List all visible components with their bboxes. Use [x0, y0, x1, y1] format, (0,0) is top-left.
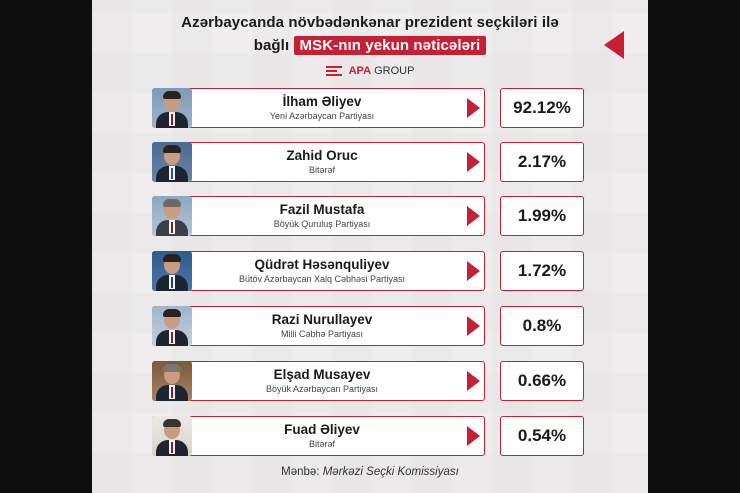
source-value: Mərkəzi Seçki Komissiyası: [322, 466, 459, 478]
candidate-photo: [152, 416, 192, 456]
results-card: Azərbaycanda növbədənkənar prezident seç…: [92, 0, 648, 493]
candidate-party: Böyük Quruluş Partiyası: [273, 219, 371, 229]
candidate-percent: 92.12%: [500, 88, 584, 128]
candidate-name-box: Zahid Oruc Bitərəf: [152, 142, 485, 182]
candidate-name-box: İlham Əliyev Yeni Azərbaycan Partiyası: [152, 88, 485, 128]
candidate-photo: [152, 88, 192, 128]
candidate-name: Razi Nurullayev: [271, 312, 373, 327]
candidate-name-box: Razi Nurullayev Milli Cəbhə Partiyası: [152, 306, 485, 346]
candidate-name: Qüdrət Həsənquliyev: [254, 257, 390, 272]
corner-arrow-icon: [604, 31, 624, 59]
triangle-arrow-icon: [467, 206, 480, 226]
triangle-arrow-icon: [467, 426, 480, 446]
candidate-photo: [152, 196, 192, 236]
candidate-party: Milli Cəbhə Partiyası: [280, 329, 364, 339]
brand-name: APA: [348, 64, 372, 77]
candidate-row: Elşad Musayev Böyük Azərbaycan Partiyası…: [152, 361, 584, 401]
candidate-name: Fuad Əliyev: [284, 422, 360, 437]
candidate-row: Qüdrət Həsənquliyev Bütöv Azərbaycan Xal…: [152, 251, 584, 291]
title-plain: bağlı: [253, 37, 290, 54]
brand-suffix: GROUP: [374, 64, 415, 77]
title-line-1: Azərbaycanda növbədənkənar prezident seç…: [181, 14, 559, 31]
triangle-arrow-icon: [467, 98, 480, 118]
candidate-name: Fazil Mustafa: [279, 202, 365, 217]
candidate-name: Elşad Musayev: [273, 367, 371, 382]
candidate-party: Bütöv Azərbaycan Xalq Cəbhəsi Partiyası: [238, 274, 406, 284]
candidate-name-box: Qüdrət Həsənquliyev Bütöv Azərbaycan Xal…: [152, 251, 485, 291]
candidate-name: Zahid Oruc: [286, 148, 358, 163]
candidate-row: Razi Nurullayev Milli Cəbhə Partiyası 0.…: [152, 306, 584, 346]
candidate-party: Bitərəf: [308, 439, 335, 449]
candidate-row: Fuad Əliyev Bitərəf 0.54%: [152, 416, 584, 456]
candidate-percent: 0.66%: [500, 361, 584, 401]
triangle-arrow-icon: [467, 152, 480, 172]
right-dark-band: [648, 0, 740, 493]
triangle-arrow-icon: [467, 371, 480, 391]
candidate-row: Fazil Mustafa Böyük Quruluş Partiyası 1.…: [152, 196, 584, 236]
source-label: Mənbə:: [281, 466, 320, 478]
candidate-row: Zahid Oruc Bitərəf 2.17%: [152, 142, 584, 182]
candidate-percent: 2.17%: [500, 142, 584, 182]
candidate-photo: [152, 142, 192, 182]
candidate-photo: [152, 306, 192, 346]
triangle-arrow-icon: [467, 261, 480, 281]
left-dark-band: [0, 0, 92, 493]
candidate-name-box: Fuad Əliyev Bitərəf: [152, 416, 485, 456]
candidate-row: İlham Əliyev Yeni Azərbaycan Partiyası 9…: [152, 88, 584, 128]
candidate-party: Yeni Azərbaycan Partiyası: [269, 111, 375, 121]
candidate-percent: 0.8%: [500, 306, 584, 346]
triangle-arrow-icon: [467, 316, 480, 336]
candidate-party: Bitərəf: [308, 165, 335, 175]
apa-logo-icon: [325, 64, 342, 78]
candidate-photo: [152, 361, 192, 401]
candidate-name-box: Fazil Mustafa Böyük Quruluş Partiyası: [152, 196, 485, 236]
candidate-percent: 1.72%: [500, 251, 584, 291]
candidate-percent: 1.99%: [500, 196, 584, 236]
candidate-photo: [152, 251, 192, 291]
title-highlight: MSK-nın yekun nəticələri: [293, 36, 487, 55]
title-line-2: bağlı MSK-nın yekun nəticələri: [92, 36, 648, 55]
candidate-party: Böyük Azərbaycan Partiyası: [265, 384, 379, 394]
candidate-name-box: Elşad Musayev Böyük Azərbaycan Partiyası: [152, 361, 485, 401]
candidate-name: İlham Əliyev: [282, 94, 362, 109]
candidate-percent: 0.54%: [500, 416, 584, 456]
source-line: Mənbə: Mərkəzi Seçki Komissiyası: [92, 466, 648, 478]
brand-logo: APA GROUP: [92, 64, 648, 78]
